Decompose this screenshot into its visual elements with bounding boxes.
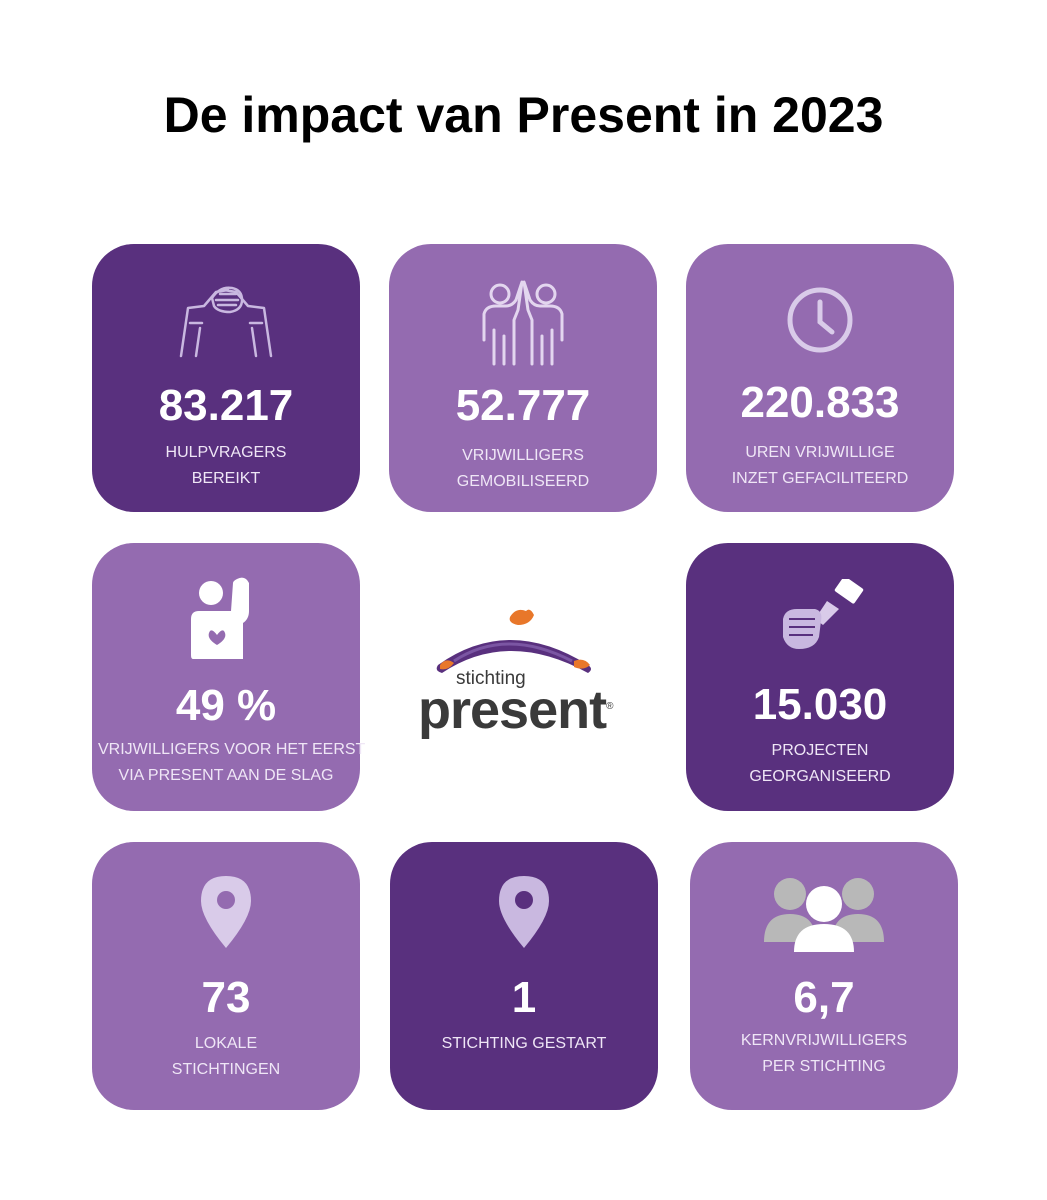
stat-tile-hulpvragers: 83.217 HULPVRAGERS BEREIKT bbox=[92, 244, 360, 512]
stat-value: 83.217 bbox=[158, 381, 294, 430]
stat-value: 73 bbox=[201, 973, 251, 1022]
stat-label: VRIJWILLIGERS GEMOBILISEERD bbox=[456, 447, 590, 490]
fist-paintbrush-icon bbox=[686, 579, 954, 659]
stat-label: STICHTING GESTART bbox=[441, 1035, 607, 1052]
stat-label: UREN VRIJWILLIGE INZET GEFACILITEERD bbox=[731, 444, 909, 487]
stat-label: HULPVRAGERS BEREIKT bbox=[165, 444, 287, 487]
stat-tile-kernvrijwilligers: 6,7 KERNVRIJWILLIGERS PER STICHTING bbox=[690, 842, 958, 1110]
stat-value: 49 % bbox=[175, 681, 277, 730]
stat-label: LOKALE STICHTINGEN bbox=[171, 1035, 281, 1078]
stat-value: 1 bbox=[511, 973, 537, 1022]
stat-tile-uren: 220.833 UREN VRIJWILLIGE INZET GEFACILITE… bbox=[686, 244, 954, 512]
stat-tile-vrijwilligers: 52.777 VRIJWILLIGERS GEMOBILISEERD bbox=[389, 244, 657, 512]
clock-icon bbox=[686, 286, 954, 354]
stat-label: PROJECTEN GEORGANISEERD bbox=[749, 742, 891, 785]
logo-line-present: present® bbox=[418, 680, 614, 740]
stat-value: 52.777 bbox=[455, 381, 591, 430]
group-people-icon bbox=[690, 876, 958, 952]
stat-tile-lokale: 73 LOKALE STICHTINGEN bbox=[92, 842, 360, 1110]
stat-label: KERNVRIJWILLIGERS PER STICHTING bbox=[740, 1032, 908, 1075]
logo-line-stichting: stichting bbox=[456, 668, 526, 689]
stat-tile-gestart: 1 STICHTING GESTART bbox=[390, 842, 658, 1110]
stat-tile-eerst: 49 % VRIJWILLIGERS VOOR HET EERST VIA PRE… bbox=[92, 543, 366, 811]
location-pin-icon bbox=[92, 874, 360, 950]
location-pin-icon bbox=[390, 874, 658, 950]
stat-label: VRIJWILLIGERS VOOR HET EERST VIA PRESENT … bbox=[98, 741, 366, 784]
high-five-icon bbox=[389, 280, 657, 366]
stat-tile-projecten: 15.030 PROJECTEN GEORGANISEERD bbox=[686, 543, 954, 811]
stat-value: 15.030 bbox=[752, 680, 888, 729]
page-title: De impact van Present in 2023 bbox=[163, 87, 884, 143]
stat-value: 6,7 bbox=[793, 973, 855, 1022]
stichting-present-logo: stichting present® bbox=[418, 607, 632, 742]
raised-hand-heart-icon bbox=[92, 575, 360, 659]
stat-value: 220.833 bbox=[740, 378, 900, 427]
handshake-icon bbox=[92, 278, 360, 358]
